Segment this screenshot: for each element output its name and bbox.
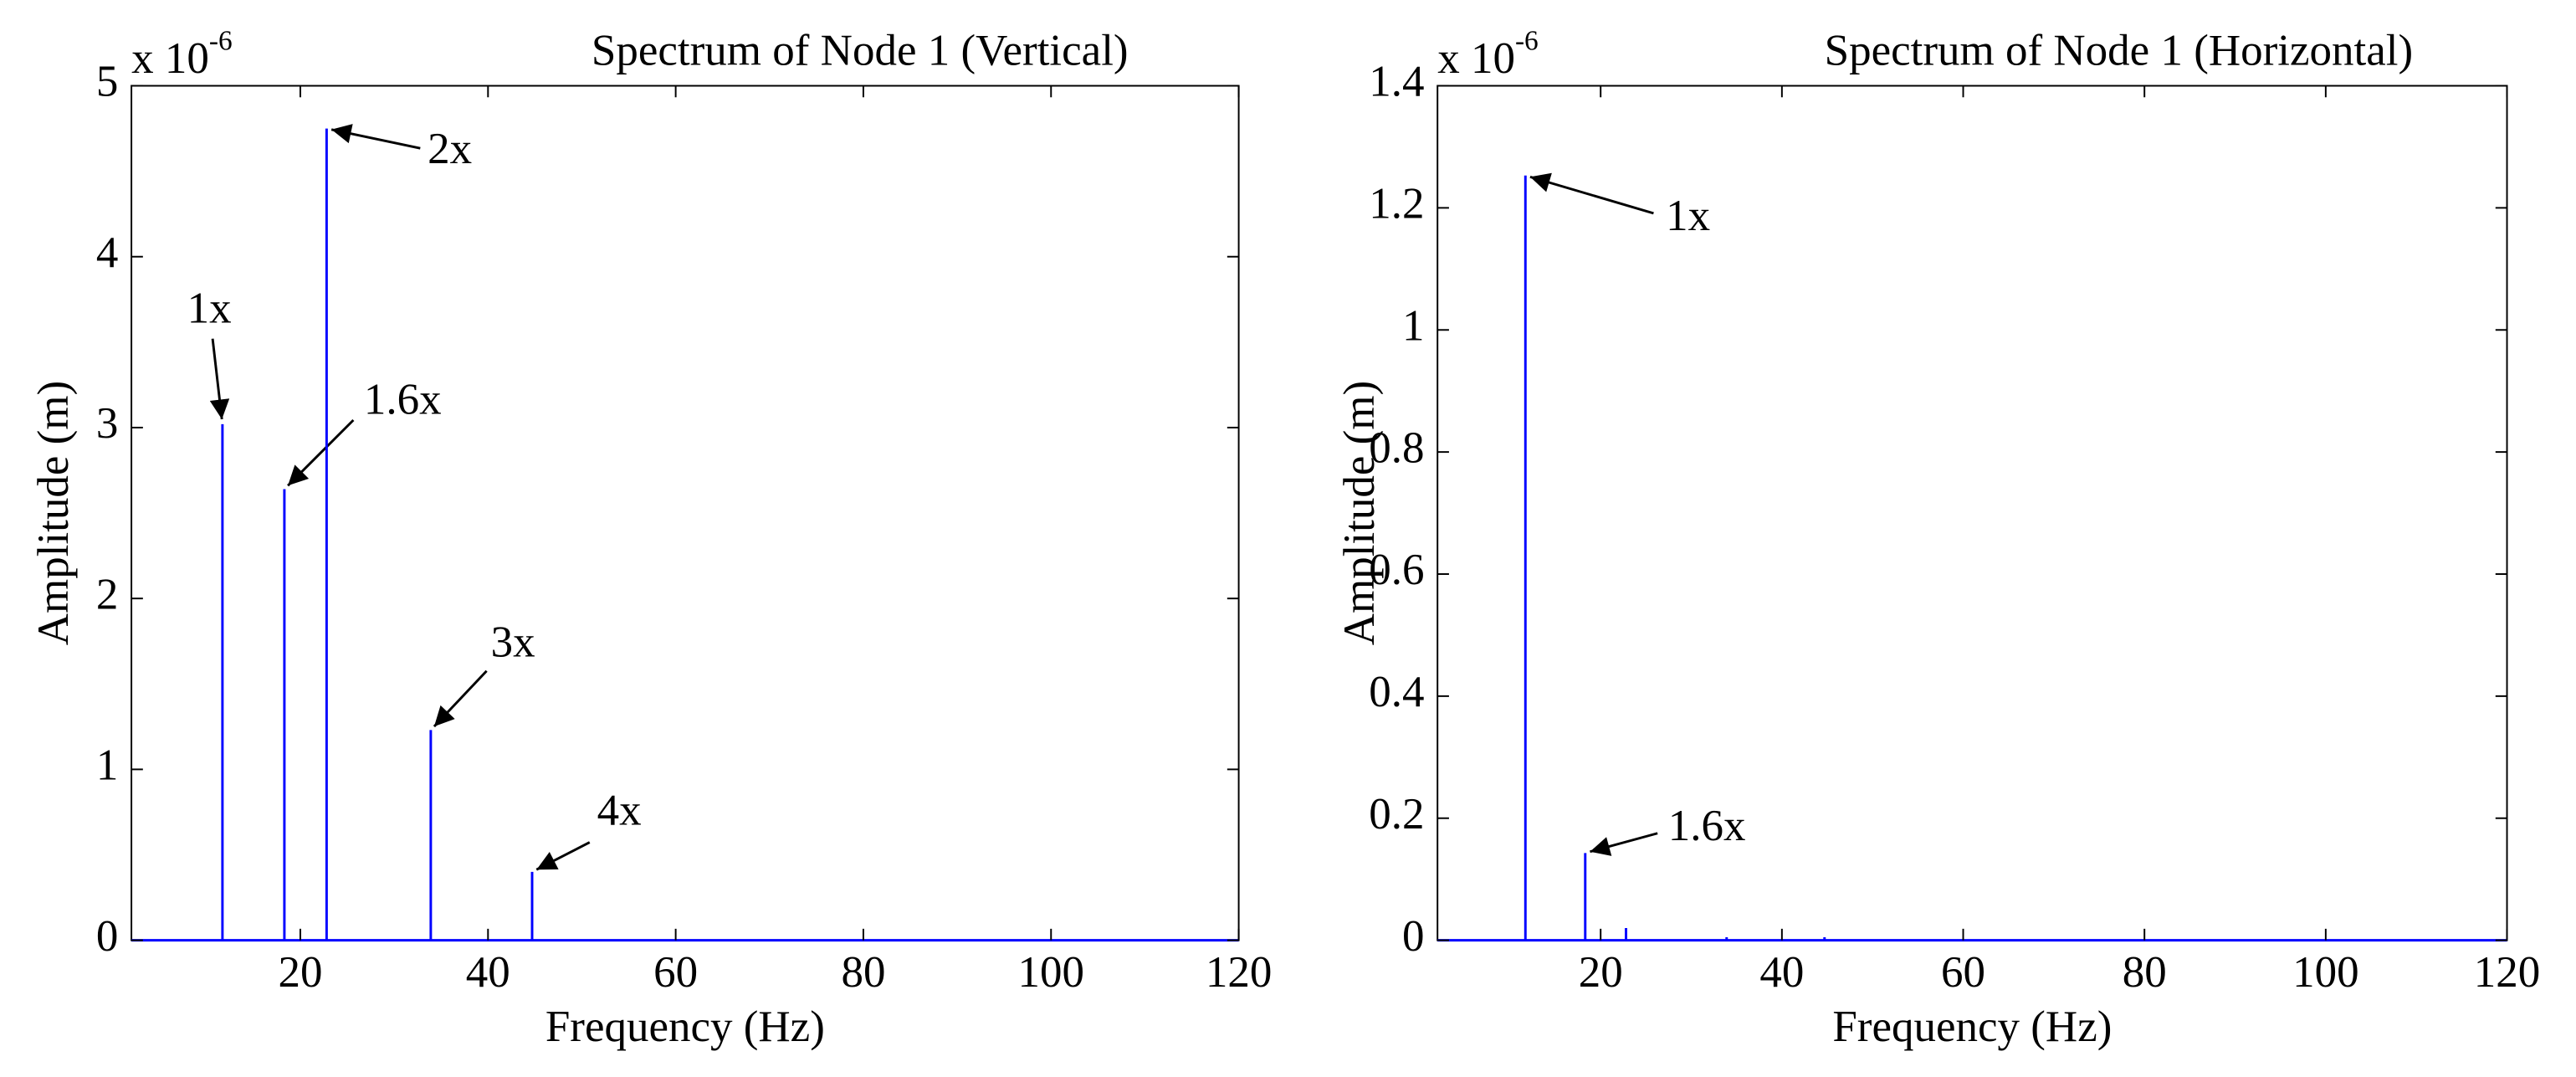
y-scale-base: x 10 bbox=[131, 34, 209, 83]
peak-label: 2x bbox=[428, 125, 472, 173]
y-scale-label: x 10-6 bbox=[131, 25, 233, 83]
y-tick-label: 0 bbox=[96, 912, 119, 961]
x-tick-label: 80 bbox=[841, 948, 885, 997]
y-scale-exponent: -6 bbox=[209, 25, 233, 56]
x-axis-label: Frequency (Hz) bbox=[545, 1003, 825, 1051]
y-tick-label: 0.4 bbox=[1369, 668, 1424, 716]
y-scale-exponent: -6 bbox=[1515, 25, 1539, 56]
y-tick-label: 2 bbox=[96, 570, 119, 618]
y-axis-label: Amplitude (m) bbox=[29, 381, 78, 645]
x-tick-label: 20 bbox=[1579, 948, 1623, 997]
x-tick-label: 40 bbox=[1759, 948, 1804, 997]
y-tick-label: 0.6 bbox=[1369, 546, 1424, 594]
x-tick-label: 120 bbox=[2474, 948, 2541, 997]
y-tick-label: 0.8 bbox=[1369, 423, 1424, 472]
x-tick-label: 60 bbox=[1941, 948, 1985, 997]
y-tick-label: 0.2 bbox=[1369, 790, 1424, 839]
x-tick-label: 100 bbox=[1018, 948, 1085, 997]
peak-label: 4x bbox=[597, 786, 642, 834]
annotation-arrow bbox=[1590, 832, 1658, 856]
y-scale-base: x 10 bbox=[1437, 34, 1515, 83]
y-tick-label: 3 bbox=[96, 399, 119, 448]
peak-label: 1x bbox=[187, 285, 232, 333]
y-tick-label: 1 bbox=[1402, 301, 1425, 350]
y-tick-label: 1 bbox=[96, 741, 119, 790]
y-tick-label: 1.4 bbox=[1369, 58, 1424, 106]
peak-label: 1.6x bbox=[364, 376, 442, 424]
y-scale-label: x 10-6 bbox=[1437, 25, 1539, 83]
annotation-arrow bbox=[433, 669, 488, 728]
x-tick-label: 100 bbox=[2292, 948, 2359, 997]
plot-area bbox=[131, 85, 1240, 941]
chart-title: Spectrum of Node 1 (Vertical) bbox=[592, 26, 1129, 74]
peak-label: 3x bbox=[491, 618, 535, 666]
x-tick-label: 20 bbox=[278, 948, 322, 997]
peak-label: 1x bbox=[1666, 192, 1710, 240]
annotation-arrow bbox=[1529, 172, 1654, 215]
annotation-arrow bbox=[209, 338, 230, 420]
x-tick-label: 60 bbox=[653, 948, 698, 997]
annotation-arrow bbox=[330, 124, 421, 150]
annotation-arrow bbox=[287, 418, 355, 487]
x-tick-label: 80 bbox=[2123, 948, 2167, 997]
x-tick-label: 40 bbox=[466, 948, 510, 997]
chart: 0 1 2 3 4 5 20 40 60 80 100 120 Spectrum of Node 1 (… bbox=[29, 25, 1272, 1051]
y-axis-label: Amplitude (m) bbox=[1335, 381, 1384, 645]
annotation-arrow bbox=[535, 841, 591, 871]
y-tick-label: 0 bbox=[1402, 912, 1425, 961]
y-tick-label: 4 bbox=[96, 228, 119, 277]
x-tick-label: 120 bbox=[1206, 948, 1273, 997]
chart-title: Spectrum of Node 1 (Horizontal) bbox=[1825, 26, 2414, 74]
y-tick-label: 5 bbox=[96, 58, 119, 106]
x-axis-label: Frequency (Hz) bbox=[1832, 1003, 2112, 1051]
chart: 0 0.2 0.4 0.6 0.8 1 1.2 1.4 20 40 60 80 100 120 Spectr… bbox=[1335, 25, 2540, 1051]
peak-label: 1.6x bbox=[1668, 802, 1746, 850]
plot-area bbox=[1437, 85, 2508, 941]
y-tick-label: 1.2 bbox=[1369, 180, 1424, 228]
